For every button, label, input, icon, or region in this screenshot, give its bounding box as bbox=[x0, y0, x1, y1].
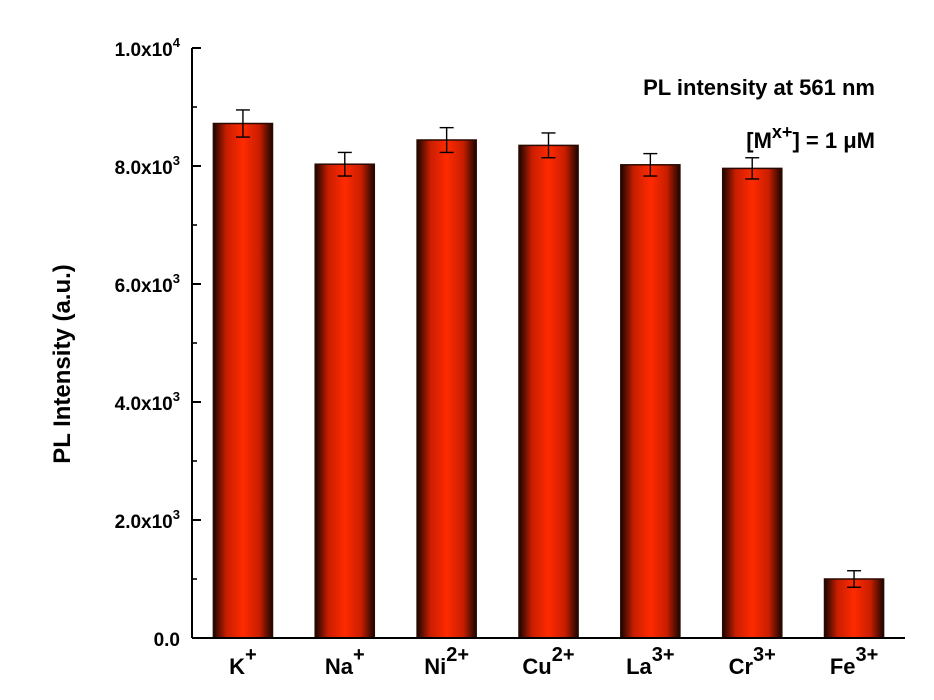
annotation-line-2-close: ] = 1 μM bbox=[792, 128, 875, 153]
y-tick-mantissa: 0.0 bbox=[154, 630, 180, 651]
y-tick-label: 0.0 bbox=[154, 630, 180, 651]
x-tick-sup: 2+ bbox=[446, 644, 469, 666]
error-bar-k bbox=[235, 109, 250, 138]
y-axis-label: PL Intensity (a.u.) bbox=[49, 264, 76, 464]
x-tick-label: K+ bbox=[229, 644, 257, 679]
error-bar-cu bbox=[541, 132, 556, 159]
bar-na bbox=[314, 163, 376, 639]
y-tick-label: 1.0x104 bbox=[115, 35, 181, 61]
y-tick-mantissa: 8.0x10 bbox=[115, 158, 173, 179]
y-tick-exponent: 3 bbox=[173, 389, 180, 404]
x-tick-sup: 3+ bbox=[652, 644, 675, 666]
y-tick-exponent: 3 bbox=[173, 153, 180, 168]
y-tick-mantissa: 1.0x10 bbox=[115, 40, 173, 61]
annotation-line-1: PL intensity at 561 nm bbox=[643, 75, 875, 100]
bars-group bbox=[212, 122, 885, 639]
x-tick-base: Na bbox=[325, 654, 354, 679]
error-bar-ni bbox=[439, 126, 454, 154]
bar-la bbox=[620, 164, 681, 639]
y-tick-mantissa: 6.0x10 bbox=[115, 276, 173, 297]
annotation-line-2: [Mx+] = 1 μM bbox=[746, 122, 875, 153]
x-tick-base: K bbox=[229, 654, 245, 679]
error-bar-fe bbox=[847, 570, 862, 588]
x-tick-base: Cr bbox=[729, 654, 754, 679]
bar-cu bbox=[518, 144, 579, 639]
x-tick-sup: 3+ bbox=[753, 644, 776, 666]
error-bar-la bbox=[643, 152, 658, 177]
x-tick-base: Ni bbox=[424, 654, 446, 679]
bar-cr bbox=[721, 167, 783, 639]
x-tick-base: La bbox=[626, 654, 652, 679]
y-tick-mantissa: 2.0x10 bbox=[115, 512, 173, 533]
bar-ni bbox=[416, 139, 477, 639]
bar-k bbox=[212, 122, 274, 639]
x-tick-label: Fe3+ bbox=[830, 644, 879, 679]
y-tick-label: 8.0x103 bbox=[115, 153, 180, 179]
x-tick-sup: 2+ bbox=[552, 644, 575, 666]
y-tick-exponent: 3 bbox=[173, 507, 180, 522]
error-bar-na bbox=[337, 151, 352, 177]
y-tick-exponent: 4 bbox=[173, 35, 181, 50]
y-tick-label: 6.0x103 bbox=[115, 271, 180, 297]
y-tick-mantissa: 4.0x10 bbox=[115, 394, 173, 415]
x-tick-label: La3+ bbox=[626, 644, 675, 679]
annotation-line-2-open: [M bbox=[746, 128, 772, 153]
x-tick-sup: + bbox=[353, 644, 365, 666]
y-tick-exponent: 3 bbox=[173, 271, 180, 286]
annotation-line-2-sup: x+ bbox=[772, 122, 793, 142]
y-tick-label: 4.0x103 bbox=[115, 389, 180, 415]
x-tick-base: Cu bbox=[522, 654, 551, 679]
x-tick-sup: 3+ bbox=[856, 644, 879, 666]
x-tick-label: Cu2+ bbox=[522, 644, 574, 679]
x-tick-sup: + bbox=[245, 644, 257, 666]
y-tick-label: 2.0x103 bbox=[115, 507, 180, 533]
x-tick-base: Fe bbox=[830, 654, 856, 679]
error-bar-cr bbox=[745, 157, 760, 180]
x-tick-label: Ni2+ bbox=[424, 644, 469, 679]
x-tick-label: Na+ bbox=[325, 644, 365, 679]
error-bars-group bbox=[235, 109, 862, 588]
bar-fe bbox=[823, 578, 885, 639]
x-ticks-group: K+ Na+ Ni2+ Cu2+ La3+ Cr3+ Fe3+ bbox=[229, 644, 878, 679]
x-tick-label: Cr3+ bbox=[729, 644, 776, 679]
